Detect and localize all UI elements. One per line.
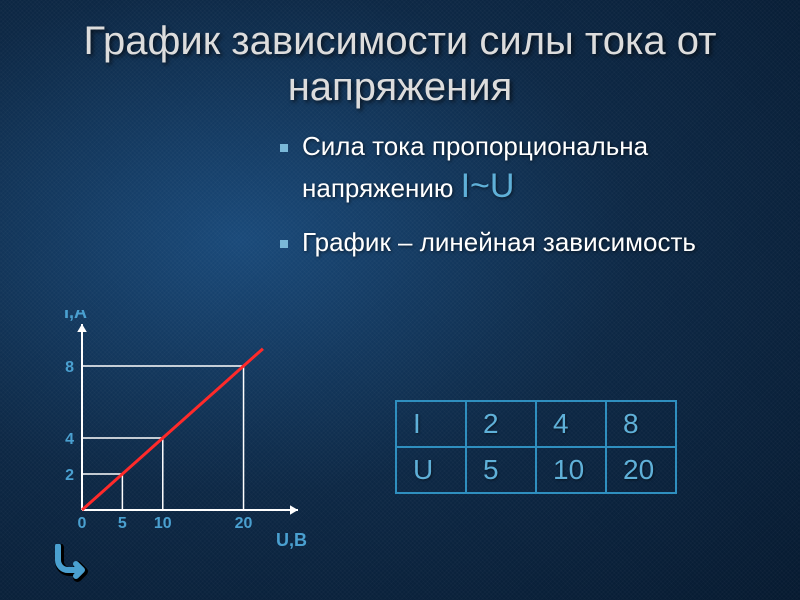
bullet-text: График – линейная зависимость bbox=[302, 226, 696, 260]
svg-text:8: 8 bbox=[65, 359, 74, 376]
bullet-item: Сила тока пропорциональна напряжению I~U bbox=[280, 130, 780, 208]
table-cell: I bbox=[396, 401, 466, 447]
table-row: I 2 4 8 bbox=[396, 401, 676, 447]
bullet-list: Сила тока пропорциональна напряжению I~U… bbox=[280, 130, 780, 278]
table-cell: 10 bbox=[536, 447, 606, 493]
bullet-item: График – линейная зависимость bbox=[280, 226, 780, 260]
table-row: U 5 10 20 bbox=[396, 447, 676, 493]
slide: График зависимости силы тока от напряжен… bbox=[0, 0, 800, 600]
table-cell: 8 bbox=[606, 401, 676, 447]
svg-text:U,B: U,B bbox=[276, 530, 307, 550]
svg-text:I,A: I,A bbox=[64, 310, 87, 322]
slide-title: График зависимости силы тока от напряжен… bbox=[0, 0, 800, 120]
table-cell: U bbox=[396, 447, 466, 493]
svg-text:2: 2 bbox=[65, 467, 74, 484]
bullet-marker-icon bbox=[280, 144, 288, 152]
table-cell: 20 bbox=[606, 447, 676, 493]
bullet-text: Сила тока пропорциональна напряжению I~U bbox=[302, 130, 780, 208]
iv-chart: 0 5 10 20 2 4 8 I,A U,B bbox=[50, 310, 310, 570]
table-cell: 2 bbox=[466, 401, 536, 447]
bullet-text-span: График – линейная зависимость bbox=[302, 227, 696, 257]
svg-text:20: 20 bbox=[235, 515, 253, 532]
svg-text:4: 4 bbox=[65, 431, 74, 448]
table-cell: 4 bbox=[536, 401, 606, 447]
data-table: I 2 4 8 U 5 10 20 bbox=[395, 400, 677, 494]
svg-text:10: 10 bbox=[154, 515, 172, 532]
bullet-formula: I~U bbox=[461, 167, 515, 205]
bullet-marker-icon bbox=[280, 240, 288, 248]
svg-text:0: 0 bbox=[78, 515, 87, 532]
back-arrow-icon[interactable] bbox=[44, 544, 88, 582]
svg-text:5: 5 bbox=[118, 515, 127, 532]
table-cell: 5 bbox=[466, 447, 536, 493]
